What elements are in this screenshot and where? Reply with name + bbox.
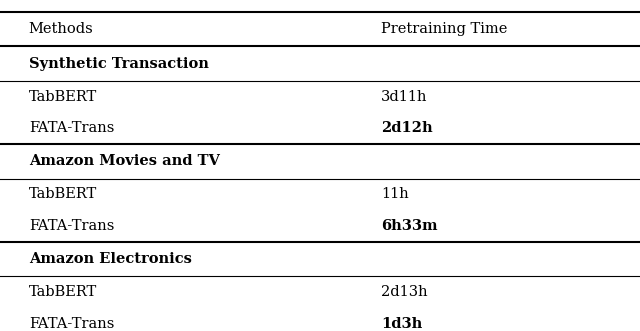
Text: Synthetic Transaction: Synthetic Transaction [29, 57, 209, 71]
Text: Amazon Electronics: Amazon Electronics [29, 252, 191, 266]
Text: 11h: 11h [381, 187, 408, 202]
Text: Pretraining Time: Pretraining Time [381, 22, 507, 36]
Text: 2d12h: 2d12h [381, 121, 433, 135]
Text: 6h33m: 6h33m [381, 219, 437, 233]
Text: Methods: Methods [29, 22, 93, 36]
Text: TabBERT: TabBERT [29, 187, 97, 202]
Text: FATA-Trans: FATA-Trans [29, 121, 114, 135]
Text: TabBERT: TabBERT [29, 285, 97, 299]
Text: 1d3h: 1d3h [381, 316, 422, 331]
Text: Amazon Movies and TV: Amazon Movies and TV [29, 154, 220, 168]
Text: 3d11h: 3d11h [381, 90, 428, 104]
Text: FATA-Trans: FATA-Trans [29, 219, 114, 233]
Text: FATA-Trans: FATA-Trans [29, 316, 114, 331]
Text: 2d13h: 2d13h [381, 285, 428, 299]
Text: TabBERT: TabBERT [29, 90, 97, 104]
